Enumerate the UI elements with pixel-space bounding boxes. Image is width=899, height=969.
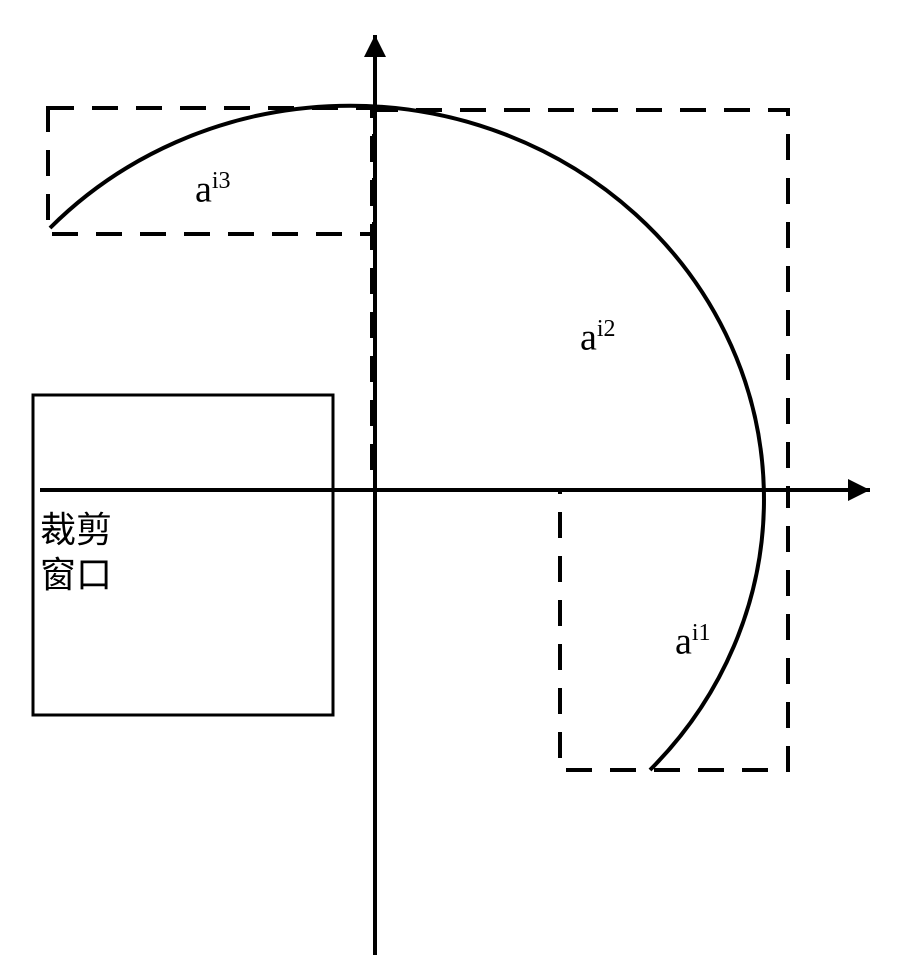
y-axis-arrow-icon [364, 35, 386, 57]
label-ai2-sup: i2 [597, 316, 616, 342]
label-ai2-base: a [580, 317, 597, 359]
bbox-ai2 [372, 110, 788, 490]
label-ai1-sup: i1 [692, 620, 711, 646]
label-ai2: ai2 [580, 316, 616, 360]
x-axis-arrow-icon [848, 479, 870, 501]
label-ai3-base: a [195, 169, 212, 211]
label-clip-window-line2: 窗口 [40, 555, 112, 596]
arc-curve [50, 106, 764, 770]
label-clip-window-line1: 裁剪 [40, 510, 112, 551]
label-ai3: ai3 [195, 168, 231, 212]
label-ai1: ai1 [675, 620, 711, 664]
label-ai1-base: a [675, 621, 692, 663]
diagram-canvas [0, 0, 899, 969]
label-ai3-sup: i3 [212, 168, 231, 194]
bbox-ai1 [560, 490, 788, 770]
